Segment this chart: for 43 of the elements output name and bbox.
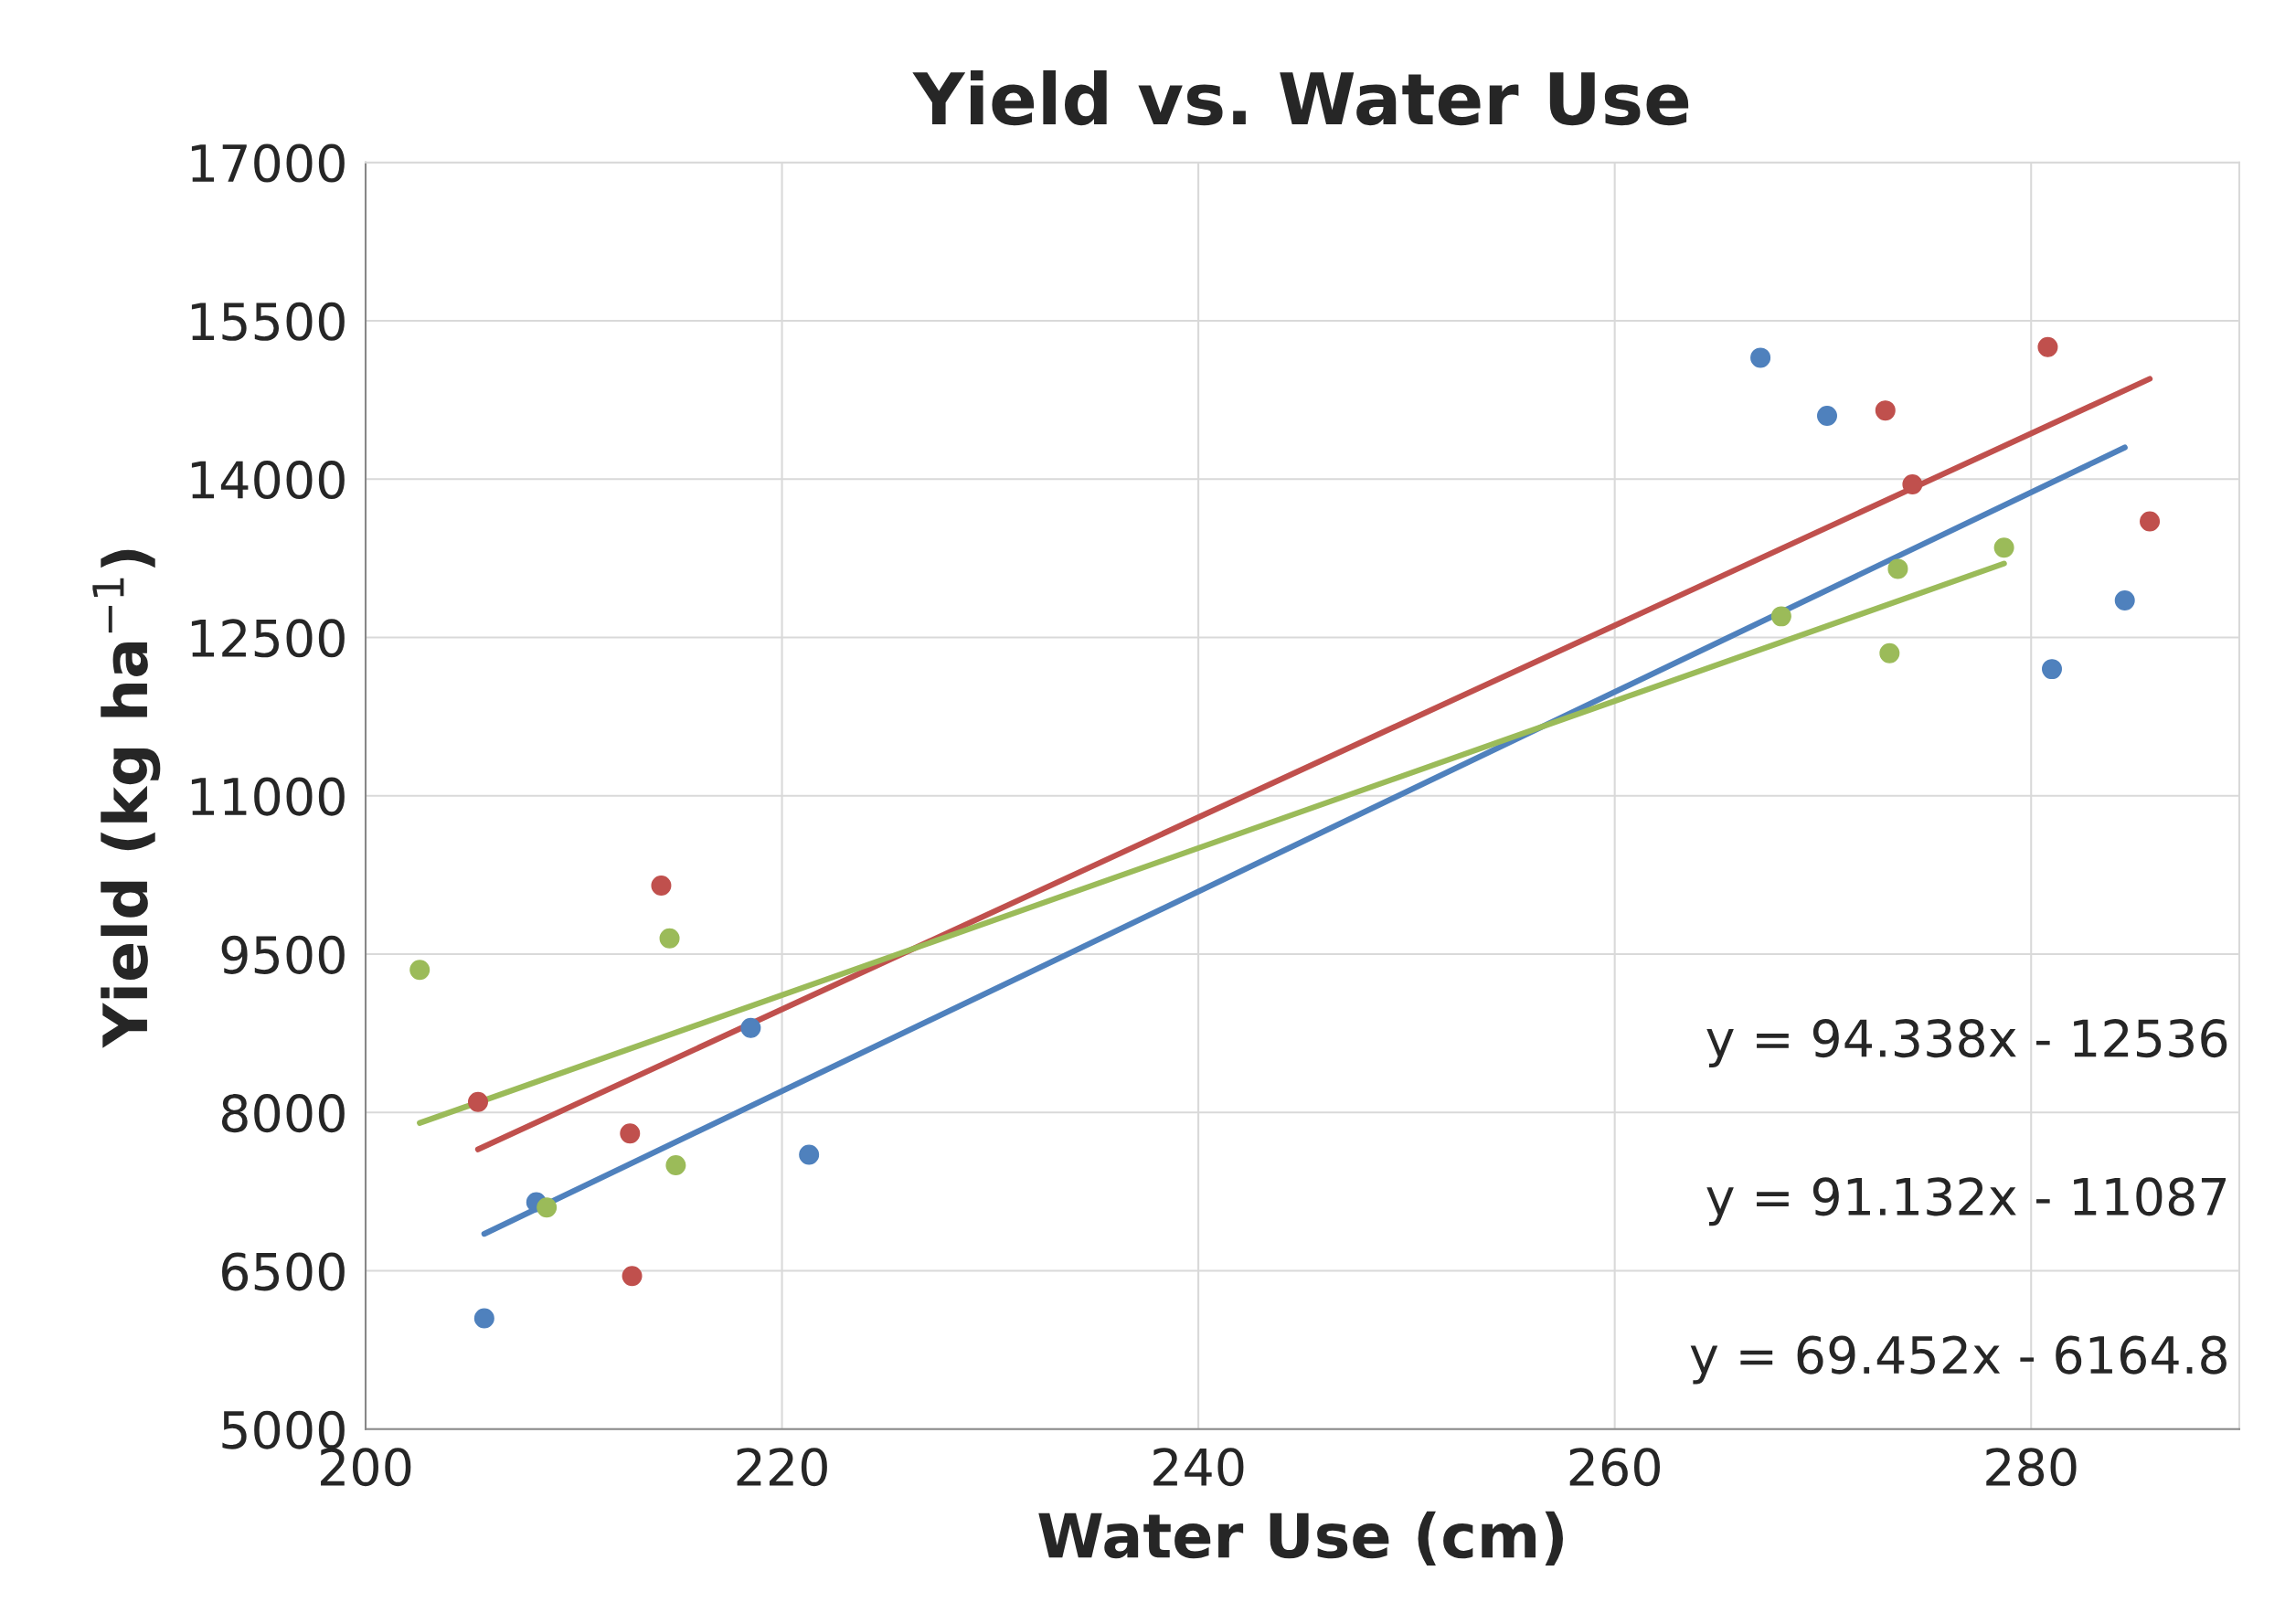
y-tick-label: 8000 [221,1094,345,1133]
x-tick-label: 260 [1569,1448,1660,1487]
point [1993,537,2014,558]
y-tick-label: 6500 [222,1252,345,1291]
x-tick-label: 240 [1153,1448,1244,1487]
point [651,875,672,896]
point [1875,400,1896,421]
point [2037,336,2058,357]
chart-title: Yield vs. Water Use [912,69,1689,126]
annotation: y = 69.452x - 6164.8 [1690,1335,2227,1385]
y-tick-label: 14000 [191,461,345,500]
point [2140,511,2161,532]
point [1817,405,1837,426]
point [1887,558,1908,579]
point [2114,590,2135,611]
point [799,1144,820,1165]
y-tick-label: 17000 [191,143,345,183]
y-tick-label: 11000 [191,777,345,816]
point [740,1017,761,1038]
point [1770,606,1791,627]
annotation: y = 94.338x - 12536 [1706,1019,2227,1067]
y-axis-title: Yield (kg ha$^{−1}$) [92,549,161,1048]
point [1879,642,1900,663]
y-tick-label: 9500 [221,935,345,974]
x-tick-label: 200 [321,1448,411,1487]
y-tick-label: 12500 [191,619,345,658]
point [1750,347,1771,368]
point [468,1091,488,1112]
point [659,928,680,949]
y-tick-label: 15500 [191,302,345,341]
x-axis-title: Water Use (cm) [1038,1511,1563,1566]
point [473,1308,494,1329]
point [622,1266,643,1287]
x-tick-label: 280 [1986,1448,2077,1487]
point [665,1155,686,1175]
point [620,1123,641,1144]
annotation: y = 91.132x - 11087 [1706,1177,2226,1226]
point [537,1197,558,1218]
y-tick-label: 5000 [222,1410,345,1449]
point [1902,473,1923,494]
x-tick-label: 220 [737,1448,827,1487]
point [409,960,430,981]
point [2042,659,2062,680]
